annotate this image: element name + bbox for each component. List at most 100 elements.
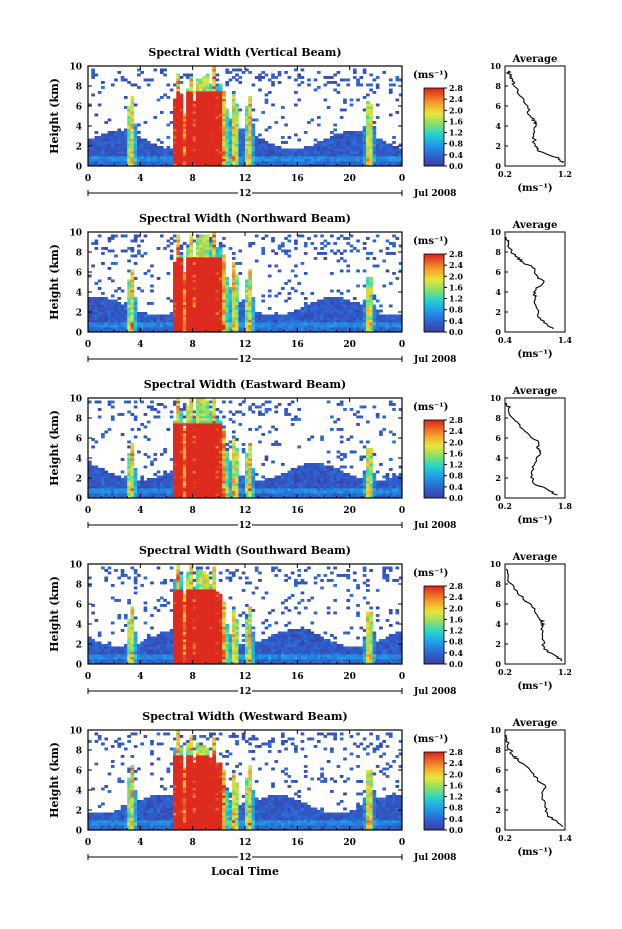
heatmap-cell (222, 136, 226, 139)
heatmap-cell (284, 324, 288, 328)
heatmap-cell (346, 133, 351, 137)
heatmap-cell (251, 478, 256, 481)
heatmap-cell (91, 68, 95, 72)
heatmap-cell (137, 123, 141, 127)
heatmap-cell (356, 148, 360, 152)
heatmap-cell (199, 430, 203, 434)
heatmap-cell (137, 322, 141, 325)
heatmap-cell (222, 163, 226, 167)
heatmap-cell (398, 161, 403, 164)
heatmap-cell (88, 141, 92, 144)
heatmap-cell (120, 163, 125, 167)
heatmap-cell (176, 242, 180, 245)
heatmap-cell (179, 264, 184, 268)
heatmap-cell (146, 163, 151, 167)
heatmap-cell (88, 304, 92, 308)
heatmap-cell (91, 324, 95, 328)
heatmap-cell (176, 249, 180, 253)
heatmap-cell (362, 153, 367, 157)
heatmap-cell (123, 153, 128, 157)
heatmap-cell (241, 141, 246, 144)
heatmap-cell (140, 480, 144, 484)
heatmap-cell (189, 420, 194, 424)
heatmap-cell (130, 161, 135, 164)
heatmap-cell (182, 408, 187, 411)
heatmap-cell (97, 327, 102, 330)
heatmap-cell (218, 322, 223, 325)
heatmap-cell (88, 153, 92, 157)
heatmap-cell (333, 329, 337, 333)
heatmap-cell (212, 103, 216, 107)
heatmap-cell (209, 483, 213, 486)
heatmap-cell (101, 292, 105, 295)
heatmap-cell (173, 294, 177, 298)
heatmap-cell (336, 249, 341, 253)
heatmap-cell (91, 151, 95, 154)
heatmap-cell (231, 324, 236, 328)
heatmap-cell (316, 329, 321, 333)
heatmap-cell (369, 126, 373, 129)
heatmap-cell (245, 458, 249, 461)
heatmap-cell (199, 123, 203, 127)
heatmap-cell (241, 448, 246, 451)
colorbar-step (424, 132, 444, 134)
heatmap-cell (179, 317, 184, 320)
heatmap-cell (88, 302, 92, 305)
heatmap-cell (176, 133, 180, 137)
heatmap-cell (303, 307, 308, 310)
heatmap-cell (209, 478, 213, 481)
heatmap-cell (375, 324, 380, 328)
heatmap-cell (369, 83, 373, 87)
heatmap-cell (222, 443, 226, 446)
heatmap-cell (205, 136, 210, 139)
heatmap-cell (254, 158, 259, 162)
heatmap-cell (176, 262, 180, 265)
heatmap-cell (205, 151, 210, 154)
heatmap-cell (182, 438, 187, 441)
heatmap-cell (300, 148, 305, 152)
heatmap-cell (133, 317, 138, 320)
heatmap-cell (254, 259, 259, 263)
heatmap-cell (117, 138, 122, 142)
heatmap-cell (294, 264, 298, 268)
x-tick-label: 20 (343, 340, 356, 350)
heatmap-cell (169, 163, 174, 167)
heatmap-cell (189, 156, 194, 159)
heatmap-cell (97, 488, 102, 491)
heatmap-cell (238, 128, 243, 132)
heatmap-cell (362, 314, 367, 318)
heatmap-cell (205, 133, 210, 137)
heatmap-cell (336, 289, 341, 293)
heatmap-cell (169, 319, 174, 323)
heatmap-cell (153, 329, 158, 333)
heatmap-cell (209, 269, 213, 273)
heatmap-cell (104, 430, 109, 434)
heatmap-cell (392, 242, 396, 245)
profile-y-tick-label: 8 (495, 81, 501, 91)
heatmap-cell (130, 96, 135, 99)
heatmap-cell (195, 418, 200, 421)
heatmap-cell (225, 473, 230, 476)
heatmap-cell (186, 96, 190, 99)
heatmap-cell (356, 146, 360, 149)
heatmap-cell (231, 123, 236, 127)
heatmap-cell (117, 475, 122, 479)
heatmap-cell (137, 151, 141, 154)
heatmap-cell (254, 483, 259, 486)
heatmap-cell (107, 473, 112, 476)
heatmap-cell (222, 98, 226, 102)
heatmap-cell (238, 156, 243, 159)
heatmap-cell (316, 302, 321, 305)
heatmap-cell (176, 420, 180, 424)
heatmap-cell (369, 116, 373, 119)
heatmap-cell (267, 314, 272, 318)
heatmap-cell (245, 148, 249, 152)
heatmap-cell (225, 111, 230, 114)
heatmap-cell (209, 463, 213, 466)
heatmap-cell (307, 329, 311, 333)
heatmap-cell (398, 322, 403, 325)
heatmap-cell (140, 400, 144, 404)
heatmap-cell (254, 480, 259, 484)
heatmap-cell (277, 317, 282, 320)
heatmap-cell (303, 324, 308, 328)
